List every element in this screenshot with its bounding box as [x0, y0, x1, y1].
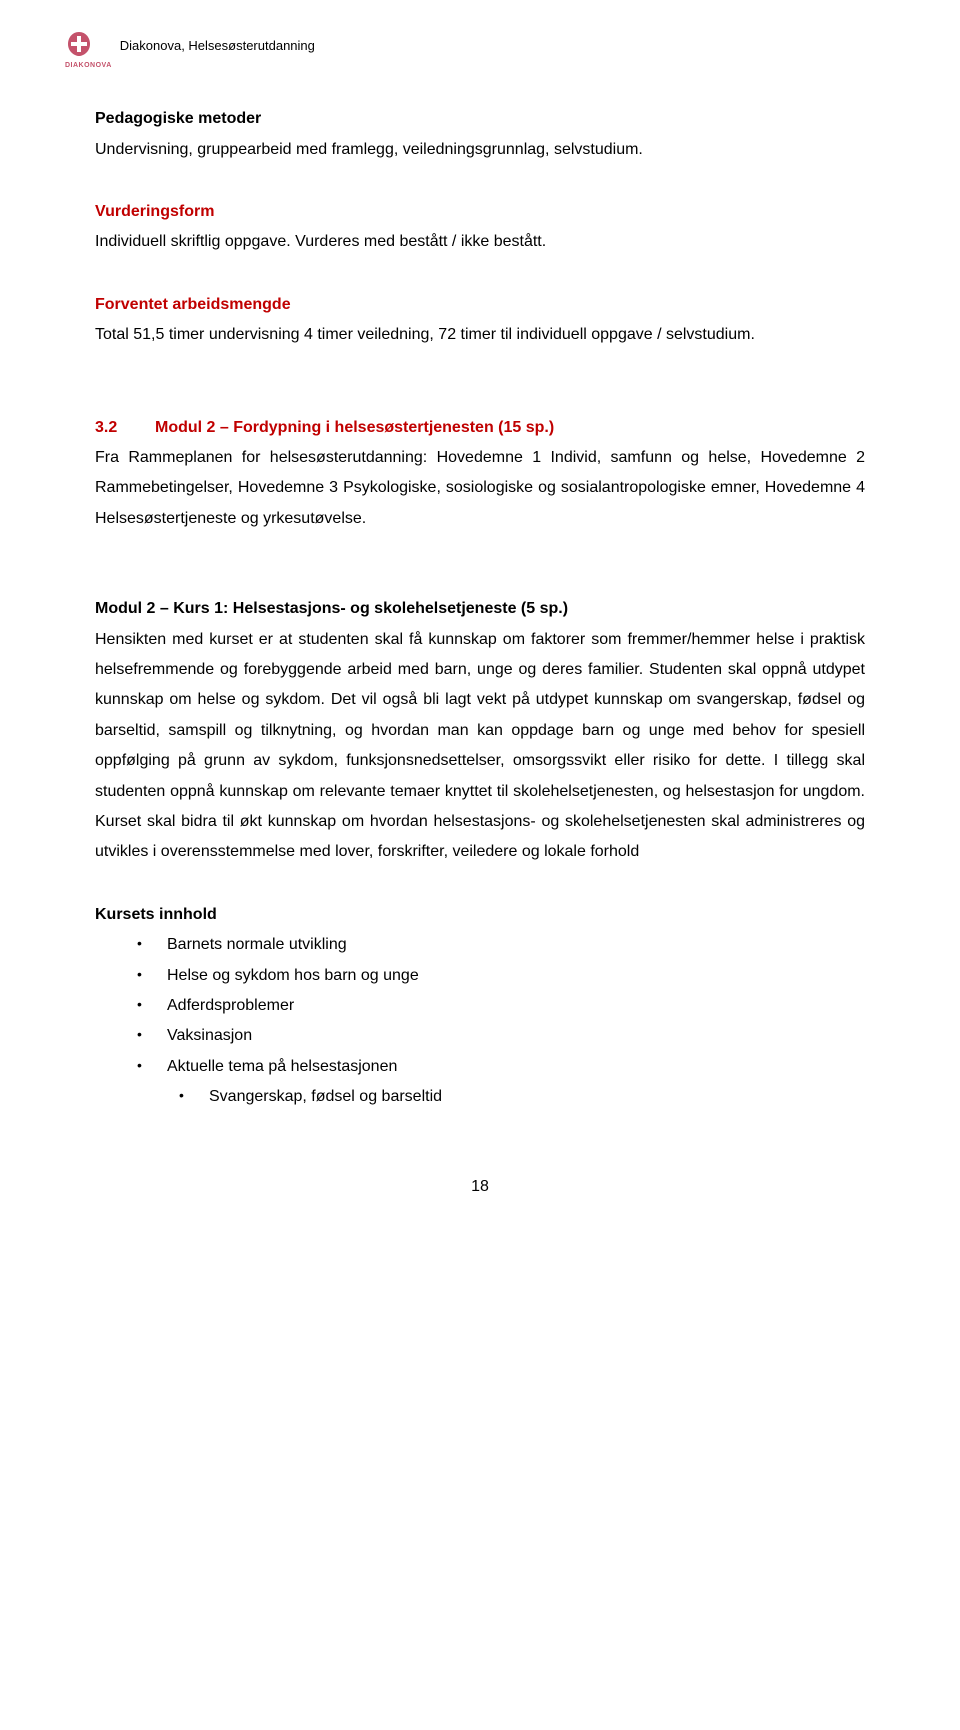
- heading-vurderingsform: Vurderingsform: [95, 197, 865, 227]
- heading-forventet: Forventet arbeidsmengde: [95, 290, 865, 320]
- list-item: Adferdsproblemer: [137, 991, 865, 1021]
- logo-block: DIAKONOVA: [65, 30, 112, 72]
- body-modul2-intro: Fra Rammeplanen for helsesøsterutdanning…: [95, 443, 865, 534]
- institution-name: Diakonova, Helsesøsterutdanning: [120, 34, 315, 59]
- kurs1-paragraph: Modul 2 – Kurs 1: Helsestasjons- og skol…: [95, 594, 865, 868]
- diakonova-logo-icon: [65, 30, 93, 58]
- heading-innhold: Kursets innhold: [95, 900, 865, 930]
- list-item: Vaksinasjon: [137, 1021, 865, 1051]
- heading-pedagogiske: Pedagogiske metoder: [95, 104, 865, 134]
- innhold-list: Barnets normale utvikling Helse og sykdo…: [95, 930, 865, 1082]
- body-pedagogiske: Undervisning, gruppearbeid med framlegg,…: [95, 135, 865, 165]
- heading-modul2: 3.2Modul 2 – Fordypning i helsesøstertje…: [95, 413, 865, 443]
- list-item: Svangerskap, fødsel og barseltid: [179, 1082, 865, 1112]
- body-vurderingsform: Individuell skriftlig oppgave. Vurderes …: [95, 227, 865, 257]
- heading-modul2-number: 3.2: [95, 413, 155, 443]
- page-header: DIAKONOVA Diakonova, Helsesøsterutdannin…: [65, 30, 865, 72]
- page-number: 18: [95, 1172, 865, 1202]
- kurs1-body: Hensikten med kurset er at studenten ska…: [95, 631, 865, 861]
- logo-label: DIAKONOVA: [65, 59, 112, 72]
- list-item: Barnets normale utvikling: [137, 930, 865, 960]
- body-forventet: Total 51,5 timer undervisning 4 timer ve…: [95, 320, 865, 350]
- list-item: Aktuelle tema på helsestasjonen: [137, 1052, 865, 1082]
- innhold-sublist: Svangerskap, fødsel og barseltid: [95, 1082, 865, 1112]
- list-item: Helse og sykdom hos barn og unge: [137, 961, 865, 991]
- heading-modul2-title: Modul 2 – Fordypning i helsesøstertjenes…: [155, 419, 554, 436]
- kurs1-title: Modul 2 – Kurs 1: Helsestasjons- og skol…: [95, 600, 568, 617]
